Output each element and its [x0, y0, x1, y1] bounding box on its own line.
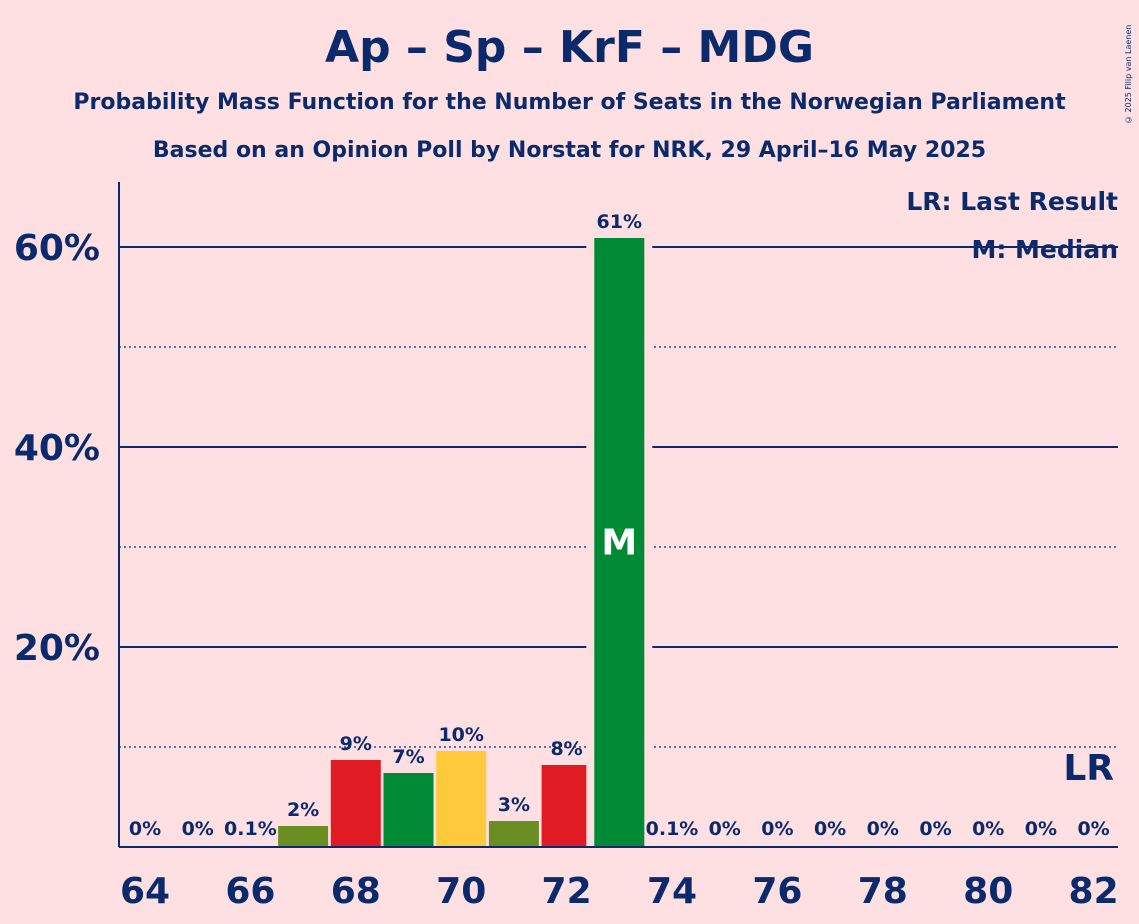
x-tick-label: 66	[225, 871, 275, 912]
x-tick-label: 80	[963, 871, 1013, 912]
y-tick-label: 60%	[14, 228, 100, 269]
bar	[330, 760, 381, 847]
bar-value-label: 0%	[919, 818, 951, 840]
bar-value-label: 0.1%	[646, 818, 699, 840]
median-marker: M	[601, 523, 637, 564]
bar-value-label: 10%	[438, 724, 483, 746]
x-tick-label: 82	[1069, 871, 1119, 912]
bar-value-label: 8%	[550, 738, 582, 760]
legend-median: M: Median	[971, 235, 1118, 264]
bar-value-label: 0%	[1077, 818, 1109, 840]
bar-value-label: 0%	[814, 818, 846, 840]
bar-value-label: 7%	[392, 746, 424, 768]
y-tick-label: 20%	[14, 628, 100, 669]
bar	[436, 751, 487, 847]
bar-value-label: 0%	[182, 818, 214, 840]
chart-source: Based on an Opinion Poll by Norstat for …	[152, 138, 987, 163]
x-tick-label: 70	[436, 871, 486, 912]
bar-value-label: 61%	[597, 211, 642, 233]
chart-title: Ap – Sp – KrF – MDG	[325, 22, 814, 73]
bar-value-label: 0%	[972, 818, 1004, 840]
bar-value-label: 0%	[709, 818, 741, 840]
x-tick-label: 74	[647, 871, 697, 912]
x-tick-label: 72	[542, 871, 592, 912]
bar-value-label: 0%	[867, 818, 899, 840]
bar-value-label: 0%	[1025, 818, 1057, 840]
bar-value-label: 2%	[287, 799, 319, 821]
x-tick-label: 68	[331, 871, 381, 912]
legend-last-result: LR: Last Result	[906, 187, 1118, 216]
last-result-marker: LR	[1063, 748, 1114, 789]
bar-value-label: 0%	[129, 818, 161, 840]
chart-subtitle: Probability Mass Function for the Number…	[73, 90, 1066, 115]
bar	[383, 773, 434, 847]
x-tick-label: 64	[120, 871, 170, 912]
y-tick-label: 40%	[14, 428, 100, 469]
bar	[541, 765, 592, 847]
bar-value-label: 0%	[761, 818, 793, 840]
bar	[488, 821, 539, 847]
x-tick-label: 76	[752, 871, 802, 912]
bar-value-label: 3%	[498, 794, 530, 816]
bar	[594, 238, 645, 847]
bar-value-label: 9%	[340, 733, 372, 755]
x-tick-label: 78	[858, 871, 908, 912]
bar	[278, 826, 329, 847]
bar-value-label: 0.1%	[224, 818, 277, 840]
